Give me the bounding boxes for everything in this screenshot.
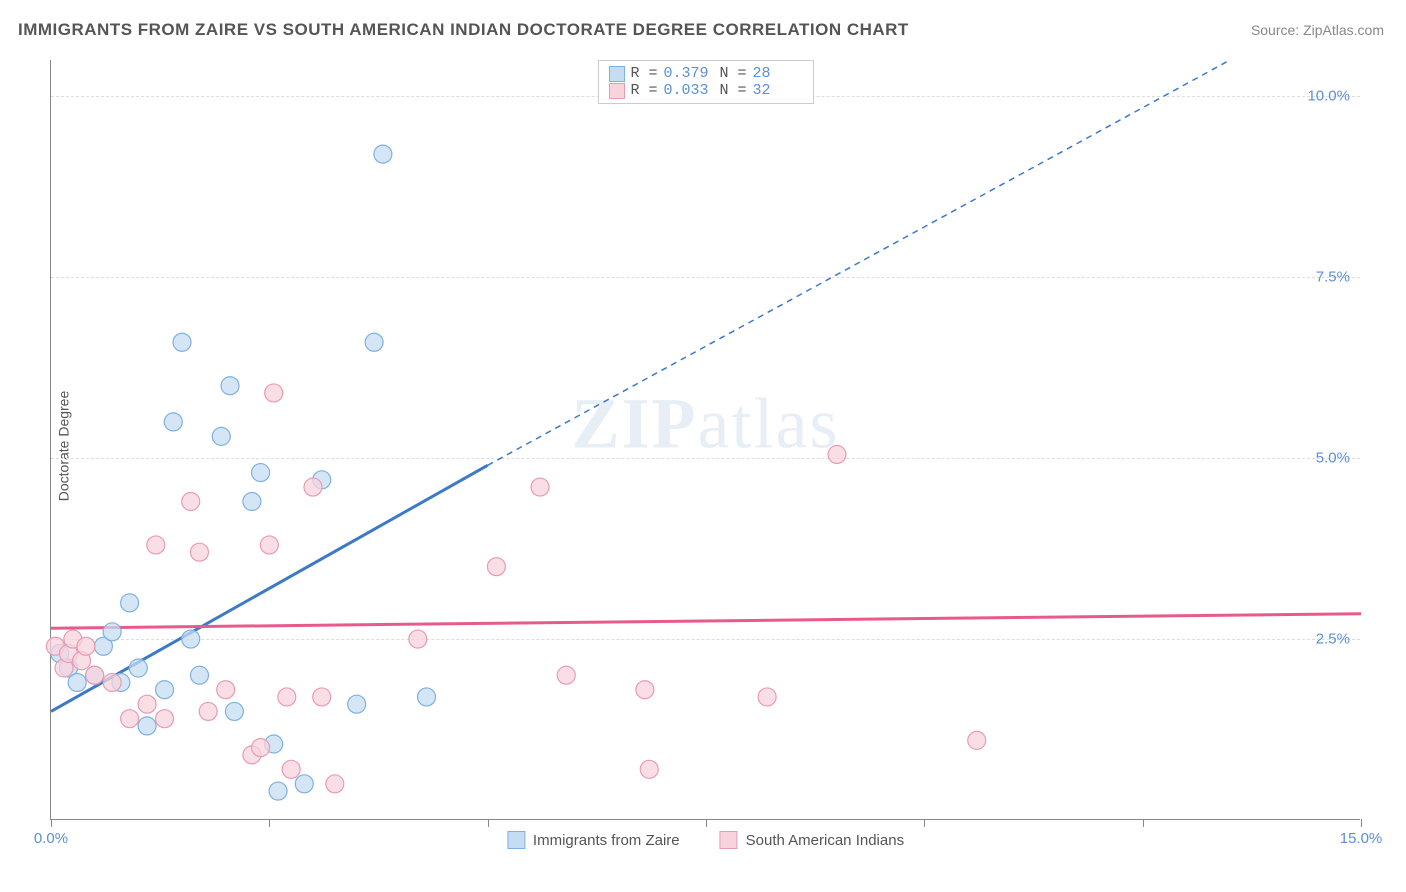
- scatter-point: [418, 688, 436, 706]
- stats-row: R = 0.379 N = 28: [608, 65, 802, 82]
- scatter-point: [348, 695, 366, 713]
- x-tick: [51, 819, 52, 827]
- scatter-point: [221, 377, 239, 395]
- scatter-point: [260, 536, 278, 554]
- trend-line-dashed: [488, 60, 1230, 465]
- legend-item: South American Indians: [720, 831, 904, 849]
- scatter-point: [138, 695, 156, 713]
- scatter-point: [313, 688, 331, 706]
- stat-n-value: 28: [753, 65, 803, 82]
- trend-line: [51, 614, 1361, 628]
- scatter-point: [190, 543, 208, 561]
- stat-n-label: N =: [720, 65, 747, 82]
- source-label: Source: ZipAtlas.com: [1251, 22, 1384, 38]
- legend-label: Immigrants from Zaire: [533, 832, 680, 849]
- scatter-point: [182, 493, 200, 511]
- stats-legend: R = 0.379 N = 28 R = 0.033 N = 32: [597, 60, 813, 104]
- scatter-point: [68, 673, 86, 691]
- scatter-point: [156, 710, 174, 728]
- scatter-point: [212, 427, 230, 445]
- stat-n-value: 32: [753, 82, 803, 99]
- scatter-point: [138, 717, 156, 735]
- scatter-svg: [51, 60, 1360, 819]
- scatter-point: [121, 710, 139, 728]
- legend-swatch-icon: [507, 831, 525, 849]
- chart-container: IMMIGRANTS FROM ZAIRE VS SOUTH AMERICAN …: [0, 0, 1406, 892]
- scatter-point: [252, 739, 270, 757]
- scatter-point: [758, 688, 776, 706]
- scatter-point: [374, 145, 392, 163]
- scatter-point: [156, 681, 174, 699]
- scatter-point: [269, 782, 287, 800]
- legend-bottom: Immigrants from Zaire South American Indi…: [507, 831, 904, 849]
- plot-area: ZIPatlas 2.5%5.0%7.5%10.0% 0.0%15.0% R =…: [50, 60, 1360, 820]
- scatter-point: [103, 623, 121, 641]
- scatter-point: [217, 681, 235, 699]
- scatter-point: [129, 659, 147, 677]
- scatter-point: [225, 702, 243, 720]
- x-tick: [706, 819, 707, 827]
- scatter-point: [164, 413, 182, 431]
- scatter-point: [199, 702, 217, 720]
- scatter-point: [86, 666, 104, 684]
- stat-r-label: R =: [630, 65, 657, 82]
- x-tick: [924, 819, 925, 827]
- scatter-point: [252, 464, 270, 482]
- scatter-point: [304, 478, 322, 496]
- scatter-point: [557, 666, 575, 684]
- legend-label: South American Indians: [746, 832, 904, 849]
- x-tick: [488, 819, 489, 827]
- scatter-point: [265, 384, 283, 402]
- x-tick-label: 0.0%: [34, 830, 68, 847]
- scatter-point: [103, 673, 121, 691]
- scatter-point: [326, 775, 344, 793]
- scatter-point: [636, 681, 654, 699]
- scatter-point: [640, 760, 658, 778]
- scatter-point: [278, 688, 296, 706]
- stat-r-value: 0.033: [664, 82, 714, 99]
- stats-row: R = 0.033 N = 32: [608, 82, 802, 99]
- scatter-point: [365, 333, 383, 351]
- scatter-point: [190, 666, 208, 684]
- scatter-point: [243, 493, 261, 511]
- x-tick: [1143, 819, 1144, 827]
- scatter-point: [77, 637, 95, 655]
- scatter-point: [173, 333, 191, 351]
- stat-n-label: N =: [720, 82, 747, 99]
- scatter-point: [147, 536, 165, 554]
- scatter-point: [531, 478, 549, 496]
- scatter-point: [409, 630, 427, 648]
- scatter-point: [295, 775, 313, 793]
- scatter-point: [121, 594, 139, 612]
- scatter-point: [828, 445, 846, 463]
- stat-r-value: 0.379: [664, 65, 714, 82]
- x-tick-label: 15.0%: [1340, 830, 1383, 847]
- legend-swatch-icon: [608, 83, 624, 99]
- x-tick: [269, 819, 270, 827]
- legend-swatch-icon: [608, 66, 624, 82]
- chart-title: IMMIGRANTS FROM ZAIRE VS SOUTH AMERICAN …: [18, 20, 909, 40]
- stat-r-label: R =: [630, 82, 657, 99]
- scatter-point: [487, 558, 505, 576]
- scatter-point: [968, 731, 986, 749]
- scatter-point: [282, 760, 300, 778]
- legend-swatch-icon: [720, 831, 738, 849]
- scatter-point: [182, 630, 200, 648]
- x-tick: [1361, 819, 1362, 827]
- legend-item: Immigrants from Zaire: [507, 831, 680, 849]
